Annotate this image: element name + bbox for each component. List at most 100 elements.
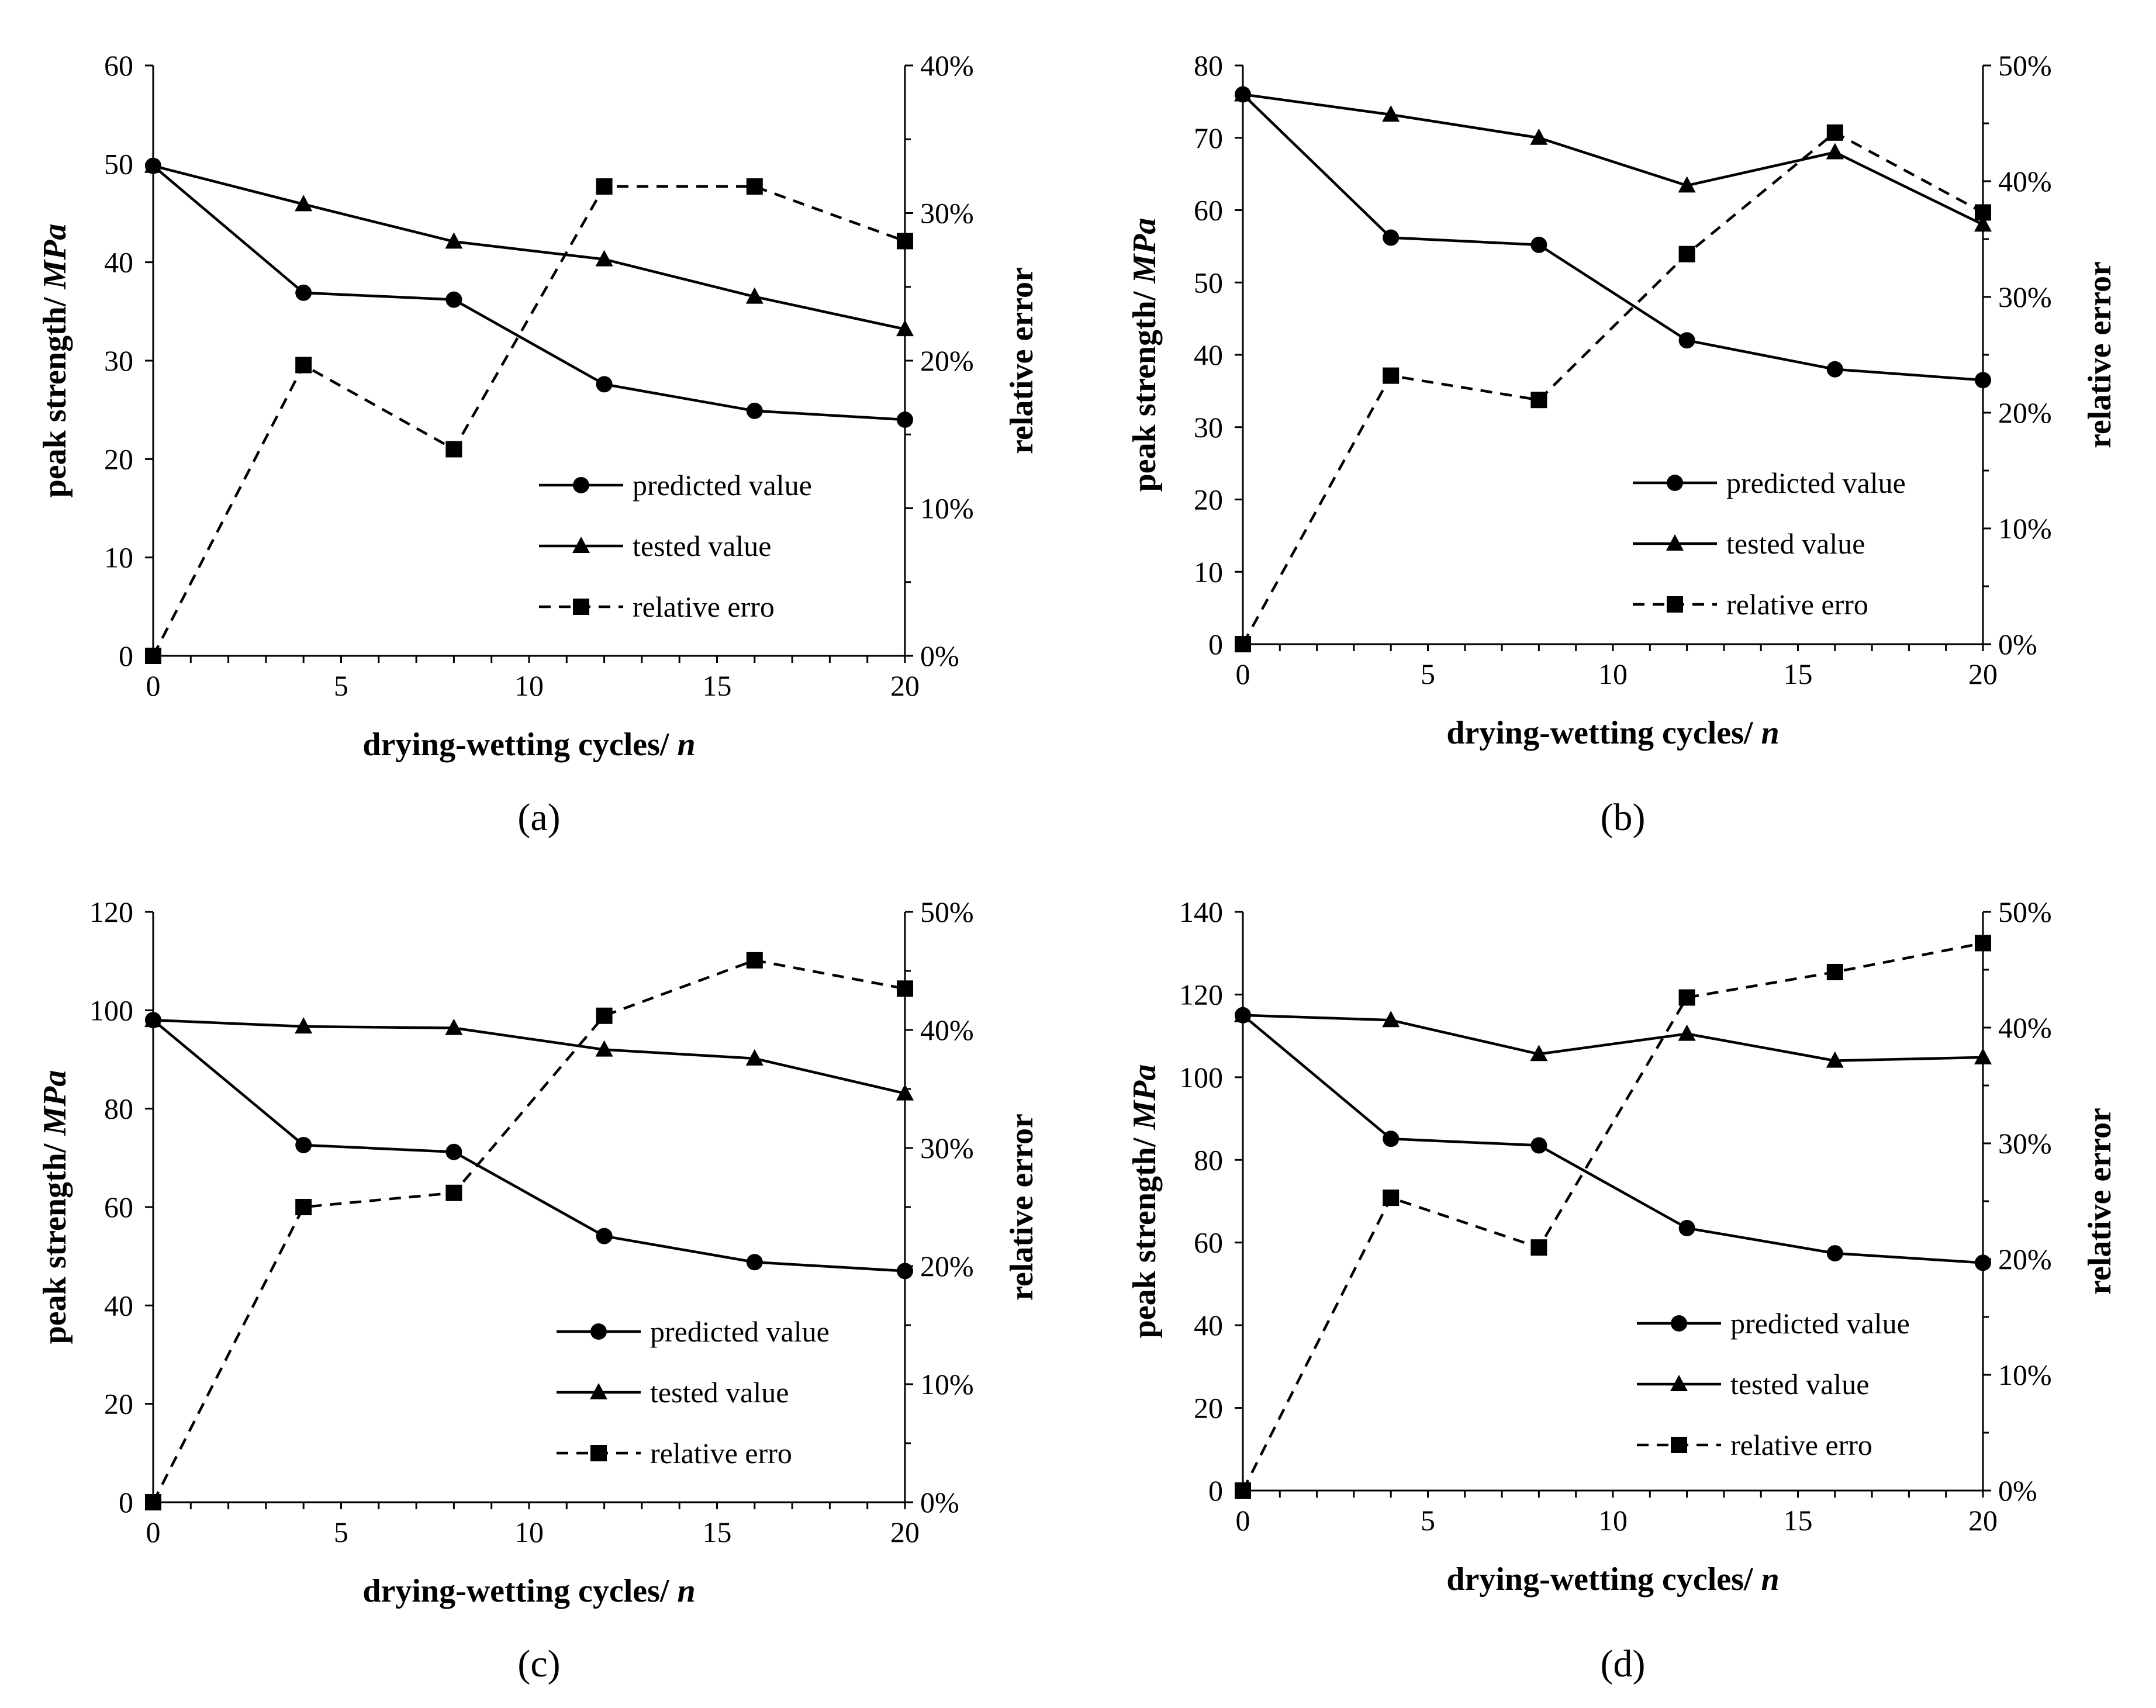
relative-erro-point <box>1975 204 1991 221</box>
legend-label-relative-erro: relative erro <box>633 590 775 623</box>
tested-value-point <box>1974 215 1992 232</box>
chart-panel-d: 0 20 40 60 80 100 120 140 0% 10% 20% 30% 40% 50% 0 5 10 1… <box>1127 896 2118 1685</box>
x-tick-label: 10 <box>1598 1504 1628 1537</box>
tested-value-point <box>1382 1011 1400 1028</box>
y-tick-label: 0 <box>1208 628 1223 661</box>
panel-caption: (c) <box>517 1643 560 1685</box>
relative-erro-point <box>145 1494 161 1510</box>
x-axis-title: drying-wetting cycles/ n <box>362 1573 695 1609</box>
y-tick-label: 120 <box>1179 978 1223 1011</box>
relative-erro-point <box>746 952 763 969</box>
x-axis-title: drying-wetting cycles/ n <box>1446 715 1779 751</box>
y2-tick-label: 10% <box>1998 512 2052 545</box>
y-tick-label: 40 <box>1194 338 1223 371</box>
y2-tick-label: 30% <box>1998 1127 2052 1160</box>
y2-tick-label: 0% <box>920 639 959 672</box>
y-tick-label: 60 <box>104 49 133 82</box>
predicted-value-point <box>1826 1245 1843 1262</box>
x-tick-label: 5 <box>1421 658 1435 690</box>
tested-value-point <box>745 1049 763 1066</box>
y-tick-label: 50 <box>1194 266 1223 299</box>
y-tick-label: 0 <box>1208 1474 1223 1507</box>
x-tick-label: 5 <box>334 669 348 702</box>
predicted-value-point <box>1975 372 1991 389</box>
x-tick-label: 0 <box>146 669 161 702</box>
relative-erro-point <box>1383 367 1400 384</box>
relative-erro-point <box>1530 392 1547 409</box>
legend-label-predicted-value: predicted value <box>633 469 812 502</box>
relative-erro-point <box>746 178 763 195</box>
relative-erro-point <box>445 441 462 458</box>
y2-tick-label: 0% <box>1998 628 2037 661</box>
relative-erro-line <box>151 959 906 1503</box>
predicted-value-point <box>1826 361 1843 378</box>
y2-tick-label: 10% <box>920 1368 974 1401</box>
relative-erro-point <box>1826 124 1843 141</box>
y2-tick-label: 40% <box>1998 1011 2052 1044</box>
tested-value-point <box>1826 143 1844 160</box>
tested-value-line <box>153 1018 906 1095</box>
tested-value-point <box>595 1040 613 1057</box>
predicted-value-point <box>295 1136 312 1153</box>
relative-erro-point <box>1235 636 1251 652</box>
relative-erro-point <box>1826 963 1843 980</box>
predicted-value-point <box>596 1228 613 1244</box>
y2-tick-label: 10% <box>920 492 974 525</box>
relative-erro-point <box>1678 246 1695 262</box>
y2-tick-label: 30% <box>920 197 974 230</box>
legend-marker-tested-value <box>590 1383 607 1399</box>
y-axis-title: peak strength/ MPa <box>37 1070 73 1344</box>
predicted-value-point <box>897 412 913 428</box>
panel-caption: (a) <box>517 796 560 839</box>
x-tick-label: 20 <box>1968 658 1998 690</box>
y-tick-label: 20 <box>1194 483 1223 516</box>
relative-erro-point <box>1530 1239 1547 1256</box>
x-tick-label: 5 <box>1421 1504 1435 1537</box>
chart-panel-a: 0 10 20 30 40 50 60 0% 10% 20% 30% 40% 0 5 10 15 20 dryin… <box>37 49 1040 839</box>
tested-value-point <box>144 156 162 173</box>
predicted-value-line <box>152 164 906 421</box>
relative-erro-point <box>1383 1190 1400 1206</box>
y2-tick-label: 10% <box>1998 1358 2052 1391</box>
tested-value-point <box>295 195 313 212</box>
predicted-value-line <box>1242 1014 1984 1264</box>
predicted-value-point <box>596 376 613 393</box>
x-tick-label: 15 <box>703 669 732 702</box>
legend-marker-relative-erro <box>1667 596 1683 613</box>
tested-value-point <box>1974 1047 1992 1064</box>
predicted-value-point <box>1678 1219 1695 1236</box>
legend-label-tested-value: tested value <box>1726 527 1865 560</box>
y-tick-label: 10 <box>104 541 133 574</box>
legend-label-tested-value: tested value <box>633 530 771 562</box>
y-axis-title: peak strength/ MPa <box>37 224 73 498</box>
predicted-value-point <box>445 291 462 308</box>
tested-value-point <box>1234 85 1252 102</box>
relative-erro-line <box>1242 131 1984 645</box>
y2-tick-label: 20% <box>1998 396 2052 429</box>
x-tick-label: 15 <box>1784 658 1813 690</box>
x-tick-label: 20 <box>890 1516 920 1548</box>
x-tick-label: 10 <box>514 669 544 702</box>
predicted-value-line <box>1242 93 1984 382</box>
predicted-value-point <box>295 284 312 301</box>
tested-value-line <box>1242 93 1984 226</box>
legend-marker-relative-erro <box>1671 1437 1687 1453</box>
tested-value-point <box>1678 1024 1696 1041</box>
x-axis-title: drying-wetting cycles/ n <box>1446 1561 1779 1598</box>
y2-axis-title: relative error <box>2082 1108 2118 1295</box>
tested-value-point <box>144 1011 162 1028</box>
legend-marker-relative-erro <box>590 1445 607 1461</box>
tested-value-point <box>1678 176 1696 193</box>
predicted-value-point <box>1383 1130 1400 1147</box>
legend-label-tested-value: tested value <box>1730 1368 1869 1401</box>
relative-erro-point <box>445 1184 462 1201</box>
x-tick-label: 10 <box>514 1516 544 1548</box>
legend-marker-tested-value <box>572 537 590 553</box>
legend-label-tested-value: tested value <box>650 1376 789 1409</box>
y-tick-label: 40 <box>104 246 133 279</box>
y-tick-label: 20 <box>1194 1392 1223 1425</box>
predicted-value-point <box>1530 1137 1547 1154</box>
y-tick-label: 0 <box>119 639 133 672</box>
y-tick-label: 100 <box>1179 1061 1223 1094</box>
